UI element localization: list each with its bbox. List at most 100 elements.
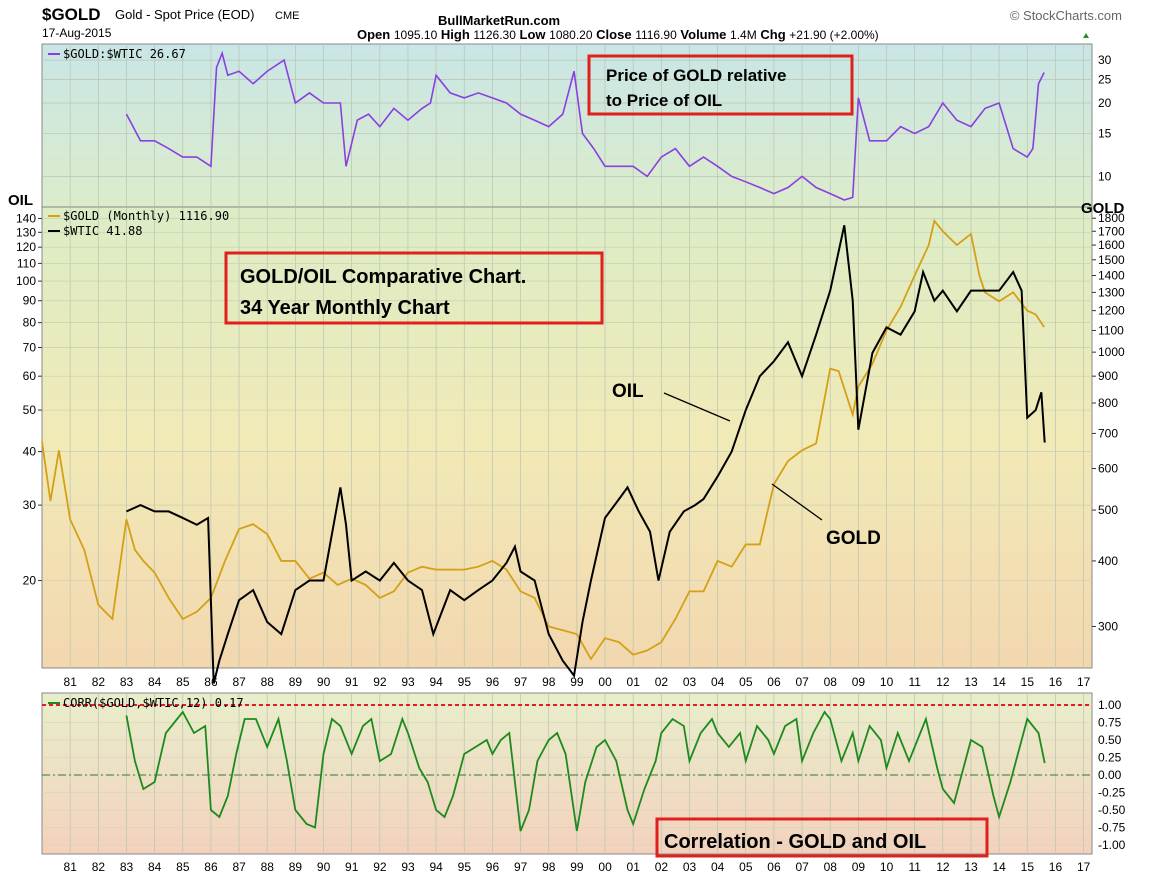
ratio-y-axis: 10 15 20 25 30 (1098, 53, 1112, 183)
ratio-y-tick-label: 20 (1098, 96, 1112, 110)
x-tick-label: 08 (824, 860, 838, 874)
x-tick-label: 98 (542, 675, 556, 689)
gold-y-tick-label: 1000 (1098, 345, 1125, 359)
x-tick-label: 82 (92, 675, 106, 689)
oil-y-tick-label: 140 (16, 212, 36, 226)
x-tick-label: 87 (232, 675, 246, 689)
x-tick-label: 17 (1077, 675, 1091, 689)
x-tick-label: 05 (739, 860, 753, 874)
x-tick-label: 89 (289, 860, 303, 874)
x-tick-label: 95 (458, 860, 472, 874)
ratio-legend: $GOLD:$WTIC 26.67 (63, 47, 186, 61)
x-tick-label: 92 (373, 675, 387, 689)
x-tick-label: 02 (655, 860, 669, 874)
oil-y-tick-label: 30 (23, 498, 37, 512)
up-triangle-icon (1083, 33, 1089, 38)
x-tick-label: 07 (795, 860, 809, 874)
gold-y-tick-label: 700 (1098, 426, 1118, 440)
gold-line (41, 218, 1045, 661)
x-tick-label: 84 (148, 675, 162, 689)
ratio-grid (42, 44, 1092, 207)
x-tick-label: 11 (908, 860, 921, 874)
ratio-y-tick-label: 30 (1098, 53, 1112, 67)
x-tick-label: 04 (711, 860, 725, 874)
x-tick-label: 16 (1049, 860, 1063, 874)
gold-y-axis: 300 400 500 600 700 800 900 1000 1100 1200 1300 140… (1092, 211, 1125, 633)
x-tick-label: 16 (1049, 675, 1063, 689)
x-tick-label: 11 (908, 675, 921, 689)
x-tick-label: 10 (880, 675, 894, 689)
ratio-box-line1: Price of GOLD relative (606, 66, 786, 85)
oil-series (126, 225, 1046, 684)
ratio-series (125, 50, 1045, 201)
x-tick-label: 08 (824, 675, 838, 689)
x-tick-label: 12 (936, 860, 950, 874)
x-tick-label: 13 (964, 860, 978, 874)
x-tick-label: 94 (429, 675, 443, 689)
x-tick-label: 92 (373, 860, 387, 874)
x-tick-label: 87 (232, 860, 246, 874)
gold-y-tick-label: 300 (1098, 619, 1118, 633)
gold-y-tick-label: 1600 (1098, 238, 1125, 252)
x-tick-label: 86 (204, 675, 218, 689)
header: $GOLD Gold - Spot Price (EOD) CME 17-Aug… (42, 5, 1122, 42)
corr-series (125, 710, 1046, 832)
x-tick-label: 15 (1021, 675, 1035, 689)
x-tick-label: 85 (176, 675, 190, 689)
x-tick-label: 93 (401, 675, 415, 689)
x-tick-label: 98 (542, 860, 556, 874)
oil-y-tick-label: 40 (23, 445, 37, 459)
x-tick-label: 07 (795, 675, 809, 689)
ratio-y-tick-label: 15 (1098, 126, 1112, 140)
corr-reference-lines (42, 704, 1092, 776)
corr-y-tick-label: -0.50 (1098, 803, 1126, 817)
gold-y-tick-label: 1100 (1098, 323, 1124, 337)
x-tick-label: 96 (486, 860, 500, 874)
right-axis-title: GOLD (1081, 200, 1124, 217)
symbol: $GOLD (42, 5, 101, 24)
x-tick-label: 81 (64, 675, 78, 689)
oil-y-tick-label: 120 (16, 240, 36, 254)
chg-label: Chg (760, 27, 785, 42)
x-tick-label: 91 (345, 675, 359, 689)
corr-y-axis: 1.00 0.75 0.50 0.25 0.00 -0.25 -0.50 -0.75 -1.00 (1098, 698, 1126, 852)
x-tick-label: 05 (739, 675, 753, 689)
gold-y-tick-label: 900 (1098, 369, 1118, 383)
oil-line (126, 225, 1046, 684)
x-tick-label: 13 (964, 675, 978, 689)
x-tick-label: 81 (64, 860, 78, 874)
gold-y-tick-label: 800 (1098, 396, 1118, 410)
ratio-annotation-box: Price of GOLD relative to Price of OIL (587, 54, 854, 116)
x-tick-label: 02 (655, 675, 669, 689)
x-tick-label: 99 (570, 675, 584, 689)
ratio-y-tick-label: 10 (1098, 169, 1112, 183)
gold-y-tick-label: 400 (1098, 554, 1118, 568)
gold-y-tick-label: 500 (1098, 503, 1118, 517)
gold-callout-arrow (771, 483, 823, 521)
ratio-box-line2: to Price of OIL (606, 91, 722, 110)
open-value: 1095.10 (394, 28, 438, 42)
x-tick-label: 01 (627, 675, 641, 689)
x-tick-label: 09 (852, 860, 866, 874)
oil-y-tick-label: 90 (23, 294, 37, 308)
chg-value: +21.90 (+2.00%) (789, 28, 878, 42)
x-tick-label: 94 (429, 860, 443, 874)
watermark: © StockCharts.com (1010, 8, 1122, 23)
x-tick-label: 95 (458, 675, 472, 689)
volume-label: Volume (680, 27, 726, 42)
exchange: CME (275, 10, 299, 22)
gold-series (41, 218, 1045, 661)
ratio-line (125, 50, 1045, 201)
x-tick-label: 15 (1021, 860, 1035, 874)
x-tick-label: 99 (570, 860, 584, 874)
x-tick-label: 89 (289, 675, 303, 689)
corr-y-tick-label: -0.25 (1098, 786, 1126, 800)
x-tick-label: 82 (92, 860, 106, 874)
gold-legend: $GOLD (Monthly) 1116.90 (63, 209, 229, 223)
high-label: High (441, 27, 470, 42)
volume-value: 1.4M (730, 28, 757, 42)
x-tick-label: 00 (598, 860, 612, 874)
description: Gold - Spot Price (EOD) (115, 7, 254, 22)
open-label: Open (357, 27, 390, 42)
